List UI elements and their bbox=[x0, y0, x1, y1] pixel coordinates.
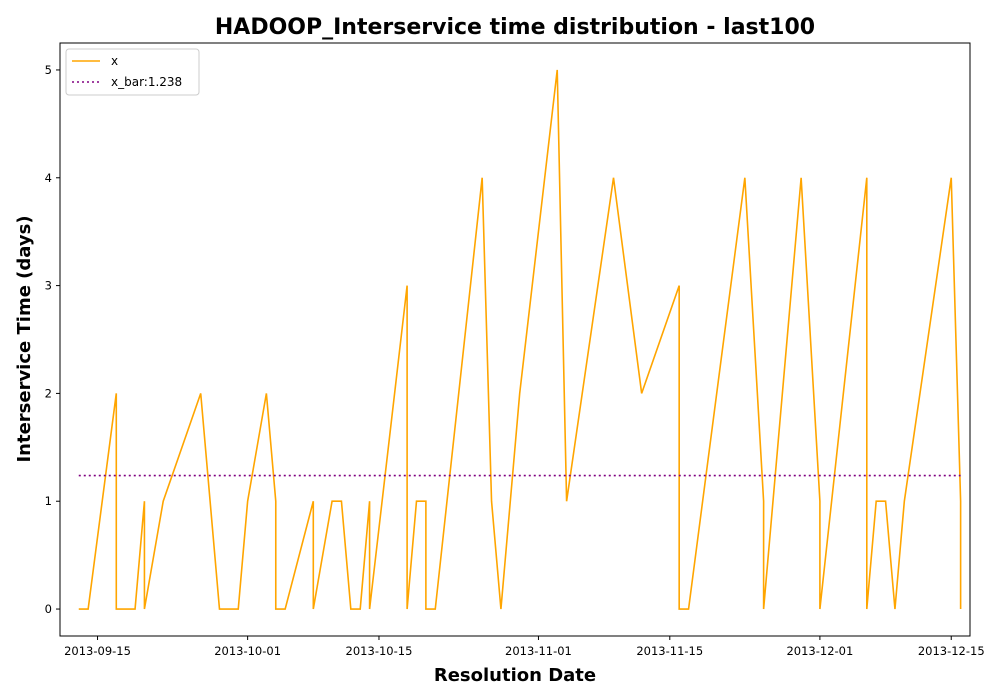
axis-ticks: 2013-09-15 2013-10-01 2013-10-15 2013-11-01… bbox=[45, 63, 985, 658]
x-tick-label: 2013-12-01 bbox=[786, 644, 853, 658]
legend-label: x bbox=[111, 54, 118, 68]
series-line-x bbox=[78, 69, 962, 610]
legend-label: x_bar:1.238 bbox=[111, 75, 182, 89]
plot-area bbox=[59, 42, 971, 637]
y-tick-label: 4 bbox=[45, 171, 52, 185]
plot-frame bbox=[59, 42, 971, 637]
chart-title: HADOOP_Interservice time distribution - … bbox=[215, 15, 815, 40]
y-tick-label: 2 bbox=[45, 386, 52, 400]
y-axis-label: Interservice Time (days) bbox=[14, 215, 35, 462]
x-tick-label: 2013-09-15 bbox=[64, 644, 131, 658]
x-tick-label: 2013-11-15 bbox=[636, 644, 703, 658]
x-axis-label: Resolution Date bbox=[434, 665, 596, 686]
x-tick-label: 2013-12-15 bbox=[918, 644, 985, 658]
y-tick-label: 0 bbox=[45, 602, 52, 616]
y-tick-label: 1 bbox=[45, 494, 52, 508]
y-tick-label: 5 bbox=[45, 63, 52, 77]
legend: x x_bar:1.238 bbox=[65, 48, 200, 96]
x-tick-label: 2013-10-15 bbox=[346, 644, 413, 658]
x-tick-label: 2013-11-01 bbox=[505, 644, 572, 658]
y-tick-label: 3 bbox=[45, 279, 52, 293]
x-tick-label: 2013-10-01 bbox=[214, 644, 281, 658]
